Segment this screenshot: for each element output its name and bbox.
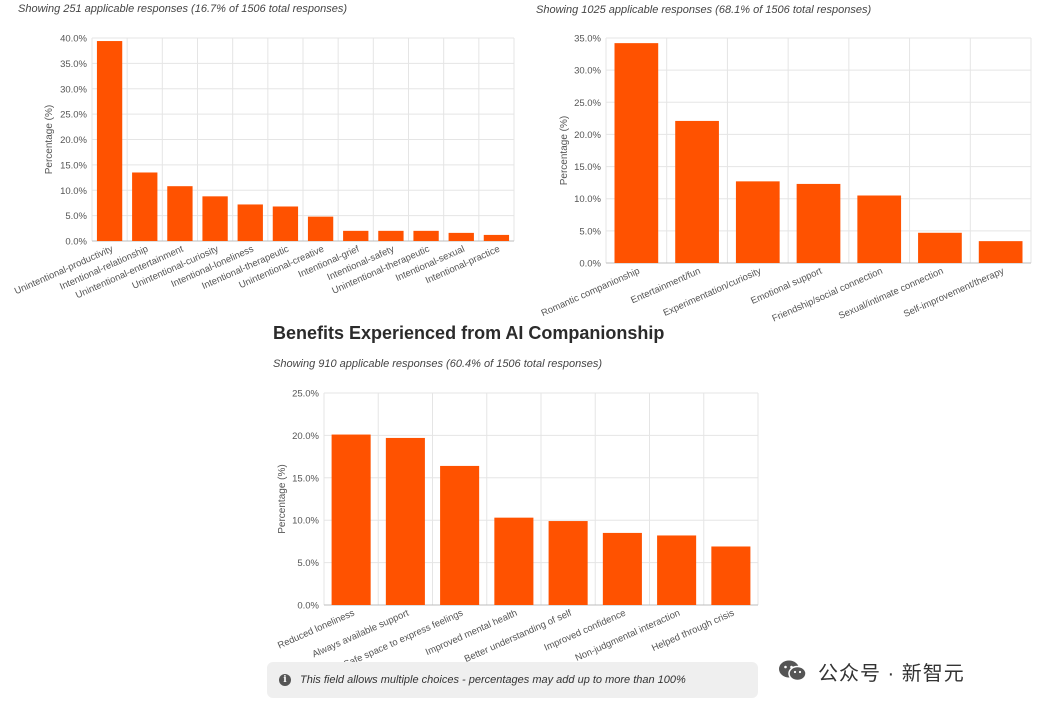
x-tick-label: Non-judgmental interaction (574, 608, 682, 664)
bar (483, 234, 510, 241)
chart-subtitle-top-right: Showing 1025 applicable responses (68.1%… (536, 4, 872, 16)
note-text: This field allows multiple choices - per… (300, 674, 686, 686)
watermark: 公众号 · 新智元 (778, 654, 965, 688)
y-tick-label: 5.0% (65, 211, 87, 222)
bar (448, 232, 474, 241)
bar-chart-top-left: 0.0% 5.0% 10.0% 15.0% 20.0% 25.0% 30.0% 35.0% 40… (13, 34, 515, 301)
y-tick-label: 10.0% (292, 516, 319, 527)
bar (602, 532, 642, 605)
y-tick-label: 0.0% (65, 237, 87, 248)
chart-subtitle-bottom: Showing 910 applicable responses (60.4% … (273, 358, 602, 370)
y-tick-label: 15.0% (574, 162, 601, 173)
bar (132, 172, 158, 241)
y-tick-label: 25.0% (292, 389, 319, 400)
y-tick-label: 30.0% (574, 66, 601, 77)
bar (202, 196, 228, 241)
y-tick-label: 35.0% (60, 59, 87, 70)
y-axis-label: Percentage (%) (277, 464, 288, 533)
y-tick-label: 35.0% (574, 34, 601, 45)
bar (978, 241, 1023, 263)
bar (237, 204, 263, 241)
bar (614, 43, 659, 264)
bar (413, 230, 439, 241)
y-tick-label: 0.0% (579, 259, 601, 270)
bar (735, 181, 780, 263)
y-tick-label: 5.0% (579, 226, 601, 237)
bar (440, 465, 480, 605)
y-tick-label: 10.0% (60, 186, 87, 197)
bar (657, 535, 697, 605)
y-tick-label: 15.0% (292, 473, 319, 484)
y-tick-label: 0.0% (297, 601, 319, 612)
y-tick-label: 40.0% (60, 34, 87, 45)
y-tick-label: 20.0% (292, 431, 319, 442)
y-tick-label: 20.0% (574, 130, 601, 141)
y-axis-label: Percentage (%) (44, 105, 55, 174)
bar (385, 437, 425, 605)
bar (343, 230, 369, 241)
info-icon: i (279, 674, 291, 686)
bar (272, 206, 299, 241)
bar (378, 230, 404, 241)
watermark-text: 公众号 · 新智元 (818, 662, 965, 685)
y-tick-label: 20.0% (60, 135, 87, 146)
y-tick-label: 10.0% (574, 194, 601, 205)
chart-title-bottom: Benefits Experienced from AI Companionsh… (273, 323, 665, 343)
bar (796, 183, 841, 263)
bar (857, 195, 902, 263)
y-tick-label: 25.0% (574, 98, 601, 109)
y-tick-label: 25.0% (60, 110, 87, 121)
bar (918, 232, 962, 263)
bar (167, 186, 193, 241)
bar (548, 521, 588, 605)
bar (307, 216, 334, 241)
multiple-choice-note: i This field allows multiple choices - p… (267, 662, 758, 698)
bar (331, 434, 371, 605)
bar (675, 120, 719, 263)
y-axis-label: Percentage (%) (559, 116, 570, 185)
wechat-logo-icon (778, 659, 808, 683)
y-tick-label: 30.0% (60, 84, 87, 95)
bar-chart-top-right: 0.0%5.0%10.0%15.0%20.0%25.0%30.0%35.0%Ro… (540, 34, 1032, 324)
y-tick-label: 15.0% (60, 160, 87, 171)
chart-subtitle-top-left: Showing 251 applicable responses (16.7% … (18, 3, 347, 15)
bar (494, 517, 534, 605)
bar (711, 546, 751, 605)
y-tick-label: 5.0% (297, 558, 319, 569)
bar (96, 41, 123, 241)
